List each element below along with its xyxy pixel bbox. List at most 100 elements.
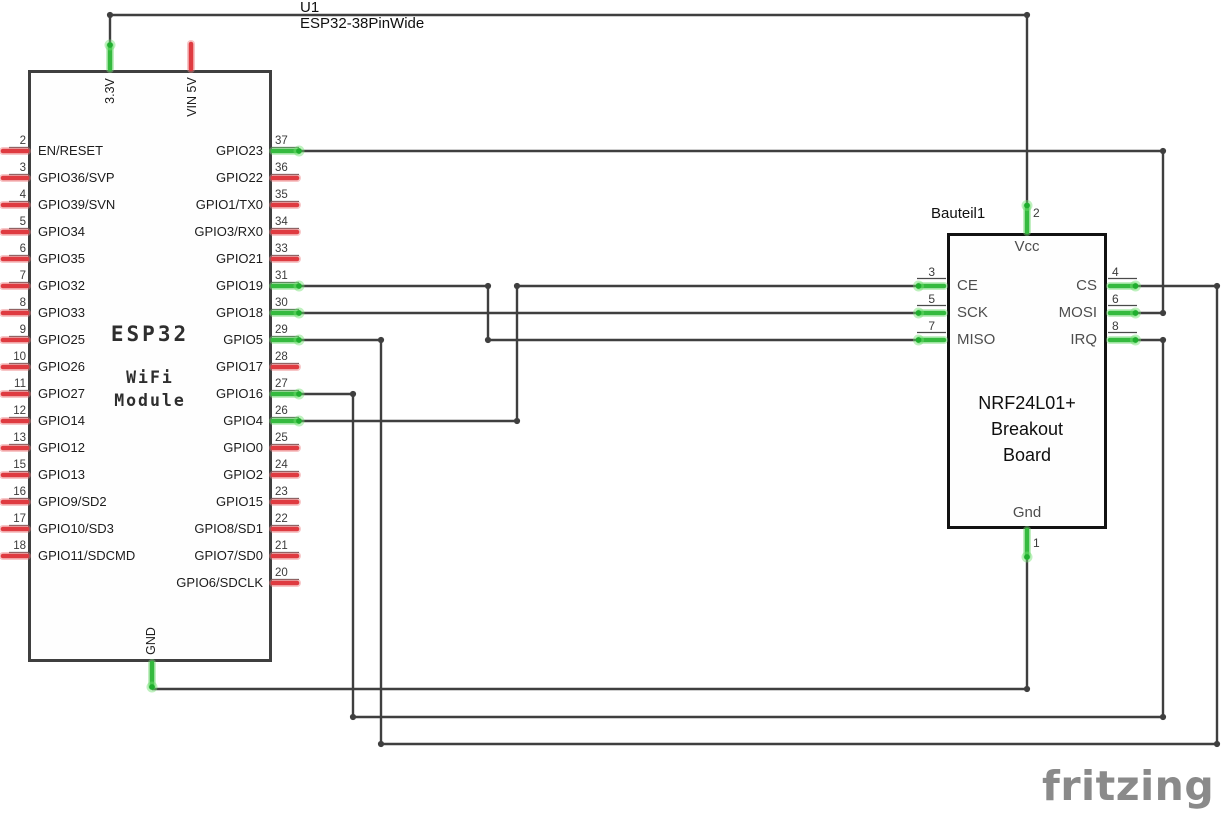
esp32-designator: U1 xyxy=(300,0,320,16)
esp32-pin-9-label: GPIO25 xyxy=(38,332,85,347)
nrf24-designator: Bauteil1 xyxy=(931,205,986,222)
esp32-pin-11-label: GPIO27 xyxy=(38,386,85,401)
wire-junction xyxy=(513,282,521,290)
esp32-pin-21-number: 21 xyxy=(275,540,288,552)
esp32-pin-7-number: 7 xyxy=(19,270,26,282)
esp32-pin-13-number: 13 xyxy=(13,432,26,444)
esp32-pin-13-label: GPIO12 xyxy=(38,440,85,455)
esp32-pin-23-label: GPIO15 xyxy=(216,494,263,509)
esp32-pin-8-number: 8 xyxy=(19,297,26,309)
esp32-pin-27-label: GPIO16 xyxy=(216,386,263,401)
esp32-pin-5-number: 5 xyxy=(19,216,26,228)
esp32-pin-30-tip xyxy=(296,310,302,316)
wire-gpio5-to-cs[interactable] xyxy=(299,284,1219,746)
wire-junction xyxy=(349,713,357,721)
wire-junction xyxy=(1213,282,1221,290)
esp32-chip-sublabel2: Module xyxy=(114,391,186,410)
nrf24-pin-cs-label: CS xyxy=(1076,277,1097,294)
esp32-pin-gnd-tip xyxy=(149,684,155,690)
nrf24-pin-vcc-tip xyxy=(1024,202,1030,209)
wire-junction xyxy=(106,11,114,19)
esp32-pin-29-number: 29 xyxy=(275,324,288,336)
esp32-pin-28-label: GPIO17 xyxy=(216,359,263,374)
esp32-pin-33v-tip xyxy=(107,42,113,48)
esp32-pin-37-tip xyxy=(296,148,302,154)
esp32-pin-10-number: 10 xyxy=(13,351,26,363)
wire-junction xyxy=(1159,336,1167,344)
esp32-pin-37-label: GPIO23 xyxy=(216,143,263,158)
esp32-pin-12-label: GPIO14 xyxy=(38,413,85,428)
esp32-pin-6-label: GPIO35 xyxy=(38,251,85,266)
esp32-pin-6-number: 6 xyxy=(19,243,26,255)
nrf24-pin-mosi-number: 6 xyxy=(1112,292,1119,306)
esp32-pin-26-label: GPIO4 xyxy=(223,413,263,428)
esp32-part-name: ESP32-38PinWide xyxy=(300,15,425,32)
esp32-pin-11-number: 11 xyxy=(14,378,26,390)
wire-gpio4-to-ce[interactable] xyxy=(299,284,918,423)
nrf24-pin-ce-number: 3 xyxy=(928,265,935,279)
esp32-chip-sublabel1: WiFi xyxy=(126,368,174,387)
wire-junction xyxy=(513,417,521,425)
nrf24-pin-miso-number: 7 xyxy=(928,319,935,333)
esp32-pin-10-label: GPIO26 xyxy=(38,359,85,374)
nrf24-pin-irq-label: IRQ xyxy=(1070,331,1097,348)
nrf24-pin-sck-label: SCK xyxy=(957,304,988,321)
esp32-pin-25-number: 25 xyxy=(275,432,288,444)
nrf24-pin-cs-number: 4 xyxy=(1112,265,1119,279)
wire-junction xyxy=(1023,11,1031,19)
esp32-pin-8-label: GPIO33 xyxy=(38,305,85,320)
esp32-pin-18-number: 18 xyxy=(13,540,26,552)
wire-junction xyxy=(1159,713,1167,721)
esp32-pin-29-label: GPIO5 xyxy=(223,332,263,347)
nrf24-board[interactable] xyxy=(947,233,1107,529)
nrf24-pin-cs-tip xyxy=(1132,283,1139,289)
esp32-pin-17-number: 17 xyxy=(13,513,26,525)
esp32-pin-21-label: GPIO7/SD0 xyxy=(194,548,263,563)
esp32-pin-33-label: GPIO21 xyxy=(216,251,263,266)
wire-gpio16-to-irq[interactable] xyxy=(299,338,1165,719)
esp32-pin-3v3-label: 3.3V xyxy=(103,78,117,104)
esp32-pin-4-number: 4 xyxy=(19,189,26,201)
esp32-pin-22-label: GPIO8/SD1 xyxy=(194,521,263,536)
esp32-pin-31-tip xyxy=(296,283,302,289)
wire-junction xyxy=(349,390,357,398)
nrf24-pin-irq-number: 8 xyxy=(1112,319,1119,333)
esp32-pin-5-label: GPIO34 xyxy=(38,224,85,239)
nrf24-pin-ce-label: CE xyxy=(957,277,978,294)
nrf24-pin-mosi-label: MOSI xyxy=(1058,304,1097,321)
esp32-board[interactable] xyxy=(28,70,272,662)
esp32-pin-28-number: 28 xyxy=(275,351,288,363)
wire-3v3-to-vcc[interactable] xyxy=(108,13,1029,205)
esp32-pin-26-tip xyxy=(296,418,302,424)
wire-gpio23-to-mosi[interactable] xyxy=(299,149,1165,315)
nrf24-pin-gnd-number: 1 xyxy=(1033,536,1040,550)
esp32-pin-16-number: 16 xyxy=(13,486,26,498)
esp32-pin-36-number: 36 xyxy=(275,162,288,174)
esp32-pin-24-number: 24 xyxy=(275,459,288,471)
esp32-pin-25-label: GPIO0 xyxy=(223,440,263,455)
wire-junction xyxy=(377,336,385,344)
wire-junction xyxy=(377,740,385,748)
nrf24-pin-sck-tip xyxy=(915,310,922,316)
esp32-pin-30-number: 30 xyxy=(275,297,288,309)
wire-junction xyxy=(1159,309,1167,317)
esp32-pin-4-label: GPIO39/SVN xyxy=(38,197,116,212)
esp32-pin-12-number: 12 xyxy=(13,405,26,417)
nrf24-pin-vcc-number: 2 xyxy=(1033,206,1040,220)
esp32-pin-18-label: GPIO11/SDCMD xyxy=(38,548,136,563)
nrf24-pin-mosi-tip xyxy=(1132,310,1139,316)
esp32-pin-24-label: GPIO2 xyxy=(223,467,263,482)
esp32-pin-16-label: GPIO9/SD2 xyxy=(38,494,107,509)
esp32-pin-30-label: GPIO18 xyxy=(216,305,263,320)
esp32-pin-20-label: GPIO6/SDCLK xyxy=(176,575,263,590)
nrf24-pin-irq-tip xyxy=(1132,337,1139,343)
nrf24-title-line1: NRF24L01+ xyxy=(978,393,1076,413)
esp32-pin-36-label: GPIO22 xyxy=(216,170,263,185)
nrf24-pin-sck-number: 5 xyxy=(928,292,935,306)
esp32-pin-26-number: 26 xyxy=(275,405,288,417)
esp32-pin-34-label: GPIO3/RX0 xyxy=(194,224,263,239)
esp32-pin-31-label: GPIO19 xyxy=(216,278,263,293)
fritzing-logo: fritzing xyxy=(1042,762,1215,810)
